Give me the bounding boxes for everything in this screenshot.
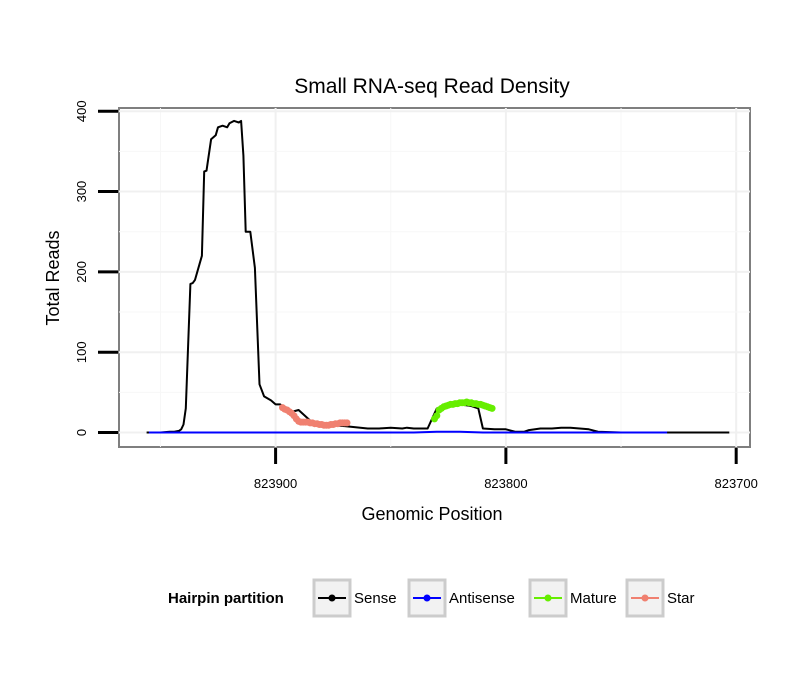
chart-title: Small RNA-seq Read Density bbox=[294, 75, 570, 98]
y-tick-label: 200 bbox=[74, 261, 89, 283]
y-tick-label: 100 bbox=[74, 341, 89, 363]
legend: Hairpin partition Sense Antisense Mature St… bbox=[168, 578, 695, 618]
legend-key-point bbox=[423, 594, 431, 602]
y-axis-title: Total Reads bbox=[43, 230, 63, 325]
axes: 823900 823800 823700 0 100 200 300 400 bbox=[74, 100, 758, 491]
data-point-mature bbox=[433, 412, 441, 420]
x-tick-label: 823900 bbox=[254, 476, 297, 491]
legend-key-point bbox=[641, 594, 649, 602]
legend-key-point bbox=[544, 594, 552, 602]
series-line-antisense bbox=[148, 430, 668, 434]
y-tick-label: 400 bbox=[74, 100, 89, 122]
legend-label: Sense bbox=[354, 590, 397, 607]
legend-label: Mature bbox=[570, 590, 617, 607]
data-point-mature bbox=[488, 404, 496, 412]
series-layer bbox=[146, 119, 730, 434]
legend-label: Antisense bbox=[449, 590, 515, 607]
y-tick-label: 300 bbox=[74, 181, 89, 203]
x-tick-label: 823800 bbox=[484, 476, 527, 491]
grid bbox=[119, 108, 750, 447]
legend-key-point bbox=[328, 594, 336, 602]
data-point-star bbox=[343, 419, 351, 427]
x-tick-label: 823700 bbox=[714, 476, 757, 491]
y-tick-label: 0 bbox=[74, 429, 89, 436]
x-axis-title: Genomic Position bbox=[361, 504, 502, 524]
plot-panel bbox=[118, 107, 751, 448]
legend-title: Hairpin partition bbox=[168, 590, 284, 607]
legend-label: Star bbox=[667, 590, 695, 607]
